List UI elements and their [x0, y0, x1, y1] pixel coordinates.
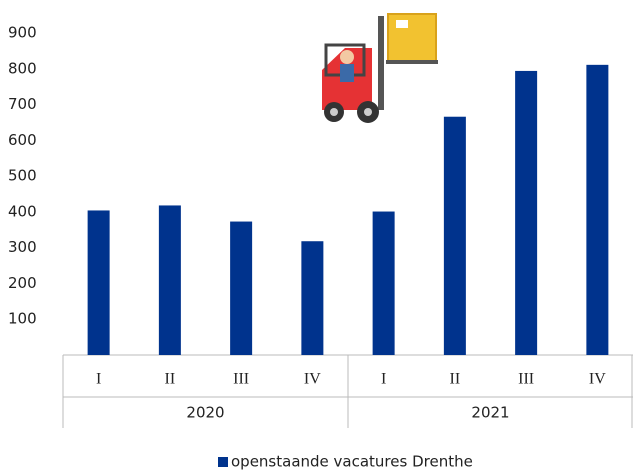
page: 100 200 300 400 500 600 700 800 900 2020 2021 opens…: [0, 0, 633, 473]
bar: [586, 65, 608, 355]
x-tick-label: II: [450, 371, 461, 388]
bar: [159, 205, 181, 355]
bar: [444, 117, 466, 355]
y-tick-label: 600: [8, 131, 37, 149]
x-tick-label: I: [96, 371, 101, 388]
y-tick-label: 400: [8, 202, 37, 220]
y-tick-label: 100: [8, 310, 37, 328]
x-tick-label: II: [165, 371, 176, 388]
bar: [515, 71, 537, 355]
legend-swatch: [218, 457, 228, 467]
y-tick-label: 900: [8, 24, 37, 42]
group-label: 2021: [471, 404, 509, 422]
y-tick-label: 300: [8, 238, 37, 256]
bar: [88, 210, 110, 355]
legend-label: openstaande vacatures Drenthe: [231, 453, 473, 471]
x-tick-label: III: [233, 371, 249, 388]
y-tick-label: 700: [8, 95, 37, 113]
x-tick-label: IV: [304, 371, 321, 388]
chart: 100 200 300 400 500 600 700 800 900 2020 2021 opens…: [0, 0, 633, 473]
bar: [373, 212, 395, 355]
x-tick-label: IV: [589, 371, 606, 388]
bar: [230, 222, 252, 355]
y-tick-label: 500: [8, 167, 37, 185]
bar: [301, 241, 323, 355]
forklift-illustration: [322, 14, 438, 123]
y-tick-label: 800: [8, 59, 37, 77]
group-label: 2020: [186, 404, 224, 422]
y-tick-label: 200: [8, 274, 37, 292]
x-tick-label: I: [381, 371, 386, 388]
x-tick-label: III: [518, 371, 534, 388]
